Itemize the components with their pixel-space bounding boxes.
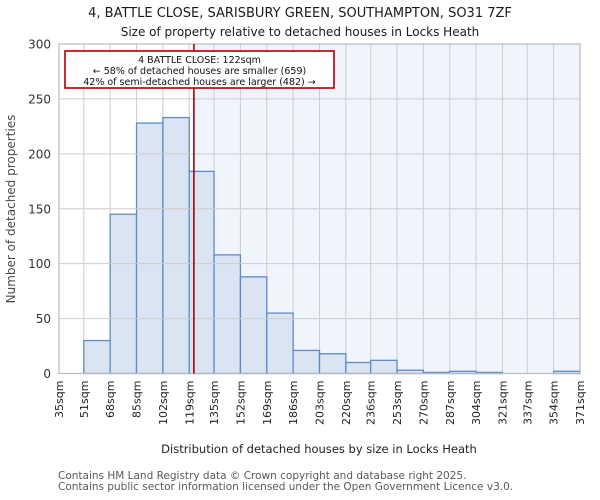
y-tick-label: 250 — [28, 92, 51, 106]
histogram-bar — [266, 312, 294, 375]
annotation-box — [64, 50, 335, 89]
x-tick-label: 220sqm — [340, 381, 353, 425]
x-tick-label: 35sqm — [53, 381, 66, 418]
x-tick-label: 236sqm — [365, 381, 378, 425]
y-tick-label: 50 — [36, 312, 51, 326]
annotation-line-1: 4 BATTLE CLOSE: 122sqm — [138, 55, 261, 66]
y-tick-label: 150 — [28, 202, 51, 216]
x-tick-label: 321sqm — [496, 380, 509, 424]
footer-attribution-2: Contains public sector information licen… — [58, 481, 513, 493]
x-tick-label: 152sqm — [234, 381, 247, 425]
x-tick-label: 85sqm — [131, 381, 144, 418]
histogram-bar — [135, 122, 164, 375]
histogram-bar — [109, 213, 138, 375]
x-tick-label: 270sqm — [417, 381, 430, 425]
histogram-bar — [188, 170, 215, 375]
x-tick-label: 119sqm — [183, 381, 196, 425]
histogram-bar — [83, 339, 111, 375]
chart-title: 4, BATTLE CLOSE, SARISBURY GREEN, SOUTHA… — [88, 6, 512, 21]
x-tick-label: 68sqm — [104, 381, 117, 418]
y-axis-title: Number of detached properties — [4, 115, 18, 304]
histogram-bar — [292, 349, 321, 375]
annotation-line-3: 42% of semi-detached houses are larger (… — [83, 77, 316, 88]
y-tick-label: 100 — [28, 257, 51, 271]
annotation-line-2: ← 58% of detached houses are smaller (65… — [93, 66, 306, 77]
histogram-bar — [370, 359, 398, 375]
histogram-bar — [162, 116, 190, 375]
x-tick-label: 304sqm — [470, 381, 483, 425]
plot-area: 0 50 100 150 200 250 300 35sqm 51sqm 68sqm 85sqm 10… — [28, 38, 587, 425]
x-tick-label: 203sqm — [314, 381, 327, 425]
footer-attribution-1: Contains HM Land Registry data © Crown c… — [58, 470, 466, 482]
x-tick-label: 354sqm — [548, 381, 561, 425]
chart-subtitle: Size of property relative to detached ho… — [121, 25, 480, 39]
x-tick-label: 253sqm — [391, 381, 404, 425]
x-tick-label: 135sqm — [208, 381, 221, 425]
x-tick-label: 102sqm — [157, 381, 170, 425]
y-tick-label: 0 — [43, 367, 51, 381]
histogram-bar — [345, 361, 372, 375]
marker-annotation: 4 BATTLE CLOSE: 122sqm ← 58% of detached… — [64, 50, 335, 89]
histogram-bar — [213, 254, 242, 375]
x-tick-label: 337sqm — [521, 381, 534, 425]
x-tick-label: 371sqm — [574, 381, 587, 425]
plot-border — [58, 43, 581, 375]
x-tick-label: 51sqm — [78, 381, 91, 418]
histogram-bar — [318, 353, 347, 375]
x-axis-title: Distribution of detached houses by size … — [161, 442, 477, 456]
x-tick-label: 287sqm — [444, 381, 457, 425]
y-tick-label: 200 — [28, 147, 51, 161]
y-tick-label: 300 — [28, 38, 51, 52]
x-tick-label: 169sqm — [261, 381, 274, 425]
histogram-bar — [239, 276, 268, 375]
x-tick-label: 186sqm — [287, 381, 300, 425]
